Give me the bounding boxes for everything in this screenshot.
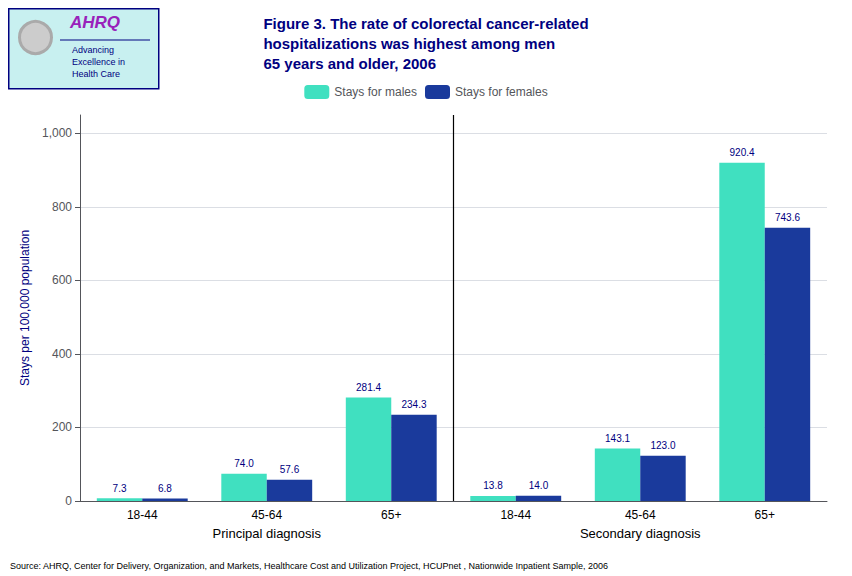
svg-text:123.0: 123.0 [650, 440, 675, 451]
svg-text:600: 600 [52, 273, 72, 287]
svg-text:7.3: 7.3 [113, 483, 127, 494]
svg-text:Secondary diagnosis: Secondary diagnosis [580, 526, 701, 541]
svg-text:65+: 65+ [381, 508, 401, 522]
svg-text:Stays for males: Stays for males [334, 85, 417, 99]
svg-text:Stays per 100,000 population: Stays per 100,000 population [18, 230, 32, 386]
svg-text:1,000: 1,000 [42, 126, 72, 140]
svg-text:18-44: 18-44 [127, 508, 158, 522]
svg-text:45-64: 45-64 [251, 508, 282, 522]
svg-text:Source: AHRQ, Center for Deliv: Source: AHRQ, Center for Delivery, Organ… [10, 561, 608, 571]
svg-text:400: 400 [52, 347, 72, 361]
svg-text:65 years and older, 2006: 65 years and older, 2006 [263, 55, 436, 72]
svg-text:743.6: 743.6 [775, 212, 800, 223]
svg-text:14.0: 14.0 [529, 480, 549, 491]
svg-text:Excellence in: Excellence in [72, 57, 125, 67]
svg-text:65+: 65+ [755, 508, 775, 522]
svg-text:hospitalizations was highest a: hospitalizations was highest among men [263, 35, 555, 52]
svg-text:Principal diagnosis: Principal diagnosis [213, 526, 322, 541]
svg-text:AHRQ: AHRQ [69, 13, 120, 32]
svg-text:6.8: 6.8 [158, 483, 172, 494]
svg-text:234.3: 234.3 [401, 399, 426, 410]
svg-text:920.4: 920.4 [730, 147, 755, 158]
svg-text:200: 200 [52, 420, 72, 434]
svg-text:281.4: 281.4 [356, 382, 381, 393]
svg-text:74.0: 74.0 [234, 458, 254, 469]
svg-text:13.8: 13.8 [483, 480, 503, 491]
svg-text:45-64: 45-64 [625, 508, 656, 522]
svg-text:0: 0 [65, 494, 72, 508]
svg-text:800: 800 [52, 200, 72, 214]
svg-text:Stays for females: Stays for females [455, 85, 548, 99]
svg-text:57.6: 57.6 [280, 464, 300, 475]
svg-text:Figure 3. The rate of colorect: Figure 3. The rate of colorectal cancer-… [263, 15, 588, 32]
svg-text:Advancing: Advancing [72, 45, 114, 55]
svg-text:Health Care: Health Care [72, 69, 120, 79]
svg-text:18-44: 18-44 [500, 508, 531, 522]
svg-text:143.1: 143.1 [605, 433, 630, 444]
